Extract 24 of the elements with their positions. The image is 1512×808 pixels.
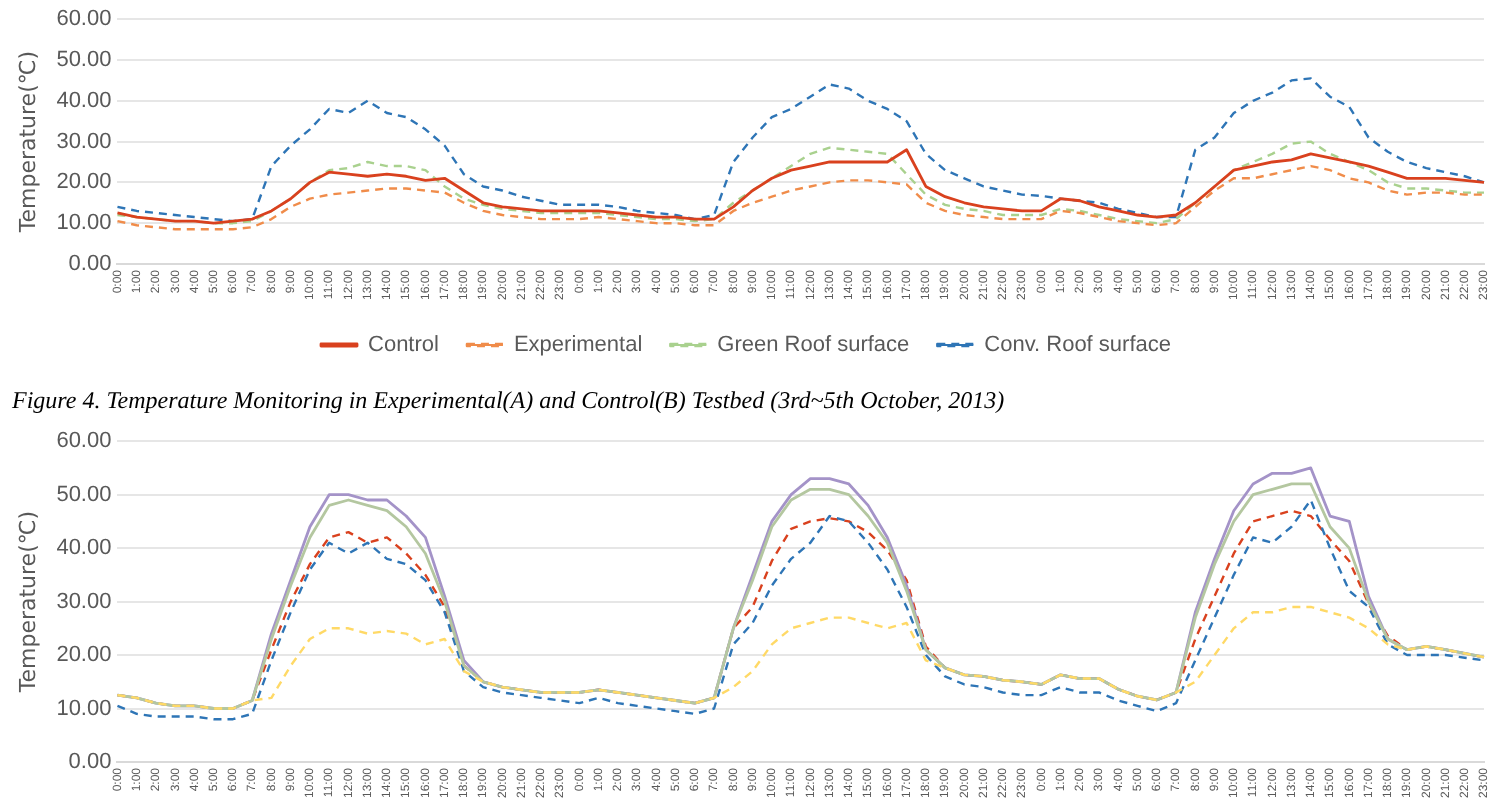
y-tick-label: 60.00	[56, 429, 112, 454]
y-tick-label: 0.00	[68, 252, 112, 277]
y-tick-label: 30.00	[56, 589, 112, 614]
y-tick-label: 10.00	[56, 696, 112, 721]
legend-label: Control	[368, 333, 439, 358]
line-series	[116, 77, 1486, 223]
y-tick-label: 60.00	[56, 7, 112, 32]
y-axis-title: Temperature(℃)	[14, 510, 41, 695]
legend-label: Experimental	[513, 333, 643, 358]
y-tick-label: 40.00	[56, 536, 112, 561]
legend-label: Conv. Roof surface	[984, 333, 1171, 358]
y-tick-label: 10.00	[56, 211, 112, 236]
caption: Figure 4. Temperature Monitoring in Experimental(A) and Control(B) Testbed (3rd~5th October, 2013)	[10, 384, 1007, 418]
y-tick-label: 20.00	[56, 643, 112, 668]
y-tick-label: 50.00	[56, 482, 112, 507]
line-series	[116, 164, 1486, 231]
y-tick-label: 30.00	[56, 129, 112, 154]
y-tick-label: 40.00	[56, 88, 112, 113]
line-series	[116, 605, 1486, 710]
y-tick-label: 20.00	[56, 170, 112, 195]
y-axis-title: Temperature(℃)	[14, 50, 41, 235]
y-tick-label: 0.00	[68, 750, 112, 775]
legend-label: Green Roof surface	[717, 333, 910, 358]
y-tick-label: 50.00	[56, 48, 112, 73]
